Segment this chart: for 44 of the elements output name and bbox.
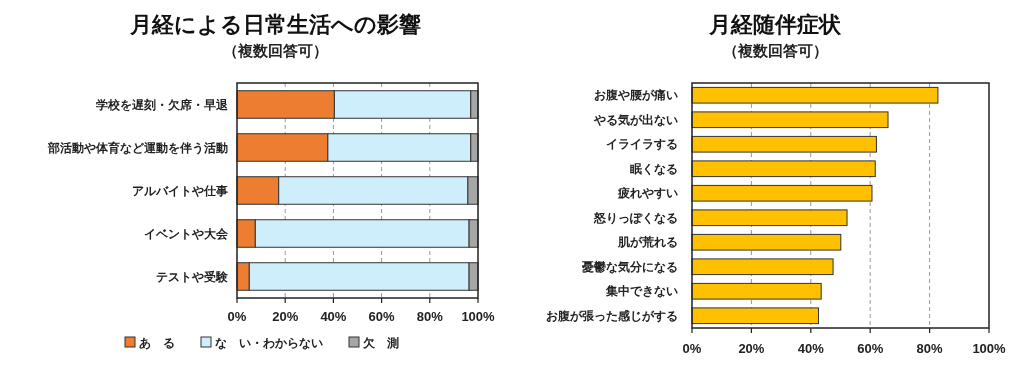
y-tick-label: 怒りっぽくなる: [593, 210, 678, 225]
bar: [691, 209, 848, 227]
y-tick-label: 憂鬱な気分になる: [581, 259, 678, 274]
x-tick-label: 20%: [272, 309, 299, 324]
bar: [691, 233, 842, 251]
legend-label: あ る: [139, 336, 175, 350]
x-tick-label: 20%: [738, 341, 765, 356]
y-tick-label: やる気が出ない: [593, 112, 678, 127]
legend-label: な い・わからない: [215, 336, 323, 350]
x-tick-label: 100%: [461, 309, 496, 324]
x-tick-label: 60%: [368, 309, 396, 324]
bar: [691, 307, 820, 325]
x-tick-label: 100%: [972, 341, 1007, 356]
y-tick-label: お腹が張った感じがする: [546, 308, 678, 323]
bar: [691, 258, 834, 276]
x-tick-label: 80%: [416, 309, 444, 324]
y-tick-label: イベントや大会: [144, 226, 229, 241]
chart-subtitle: （複数回答可）: [722, 42, 828, 59]
x-tick-label: 60%: [857, 341, 884, 356]
y-tick-label: アルバイトや仕事: [132, 183, 228, 198]
x-tick-label: 80%: [916, 341, 944, 356]
bar: [691, 86, 939, 104]
y-tick-label: イライラする: [606, 137, 678, 152]
bar: [691, 282, 822, 300]
y-tick-label: 集中できない: [605, 284, 678, 299]
y-tick-label: 学校を遅刻・欠席・早退: [96, 97, 229, 112]
x-tick-label: 0%: [227, 309, 247, 324]
y-tick-label: 眠くなる: [630, 161, 678, 176]
bar: [691, 160, 876, 178]
y-tick-label: 部活動や体育など運動を伴う活動: [47, 140, 228, 155]
bar: [691, 111, 889, 129]
legend-label: 欠 測: [362, 336, 399, 350]
chart-title: 月経による日常生活への影響: [128, 12, 421, 37]
y-tick-label: 疲れやすい: [617, 186, 678, 201]
x-tick-label: 40%: [797, 341, 825, 356]
bar: [691, 135, 877, 153]
y-tick-label: お腹や腰が痛い: [594, 88, 678, 103]
y-tick-label: 肌が荒れる: [617, 235, 678, 250]
y-tick-label: テストや受験: [156, 269, 229, 284]
x-tick-label: 0%: [682, 341, 702, 356]
bar: [691, 184, 873, 202]
x-tick-label: 40%: [320, 309, 347, 324]
chart-subtitle: （複数回答可）: [222, 42, 328, 59]
chart-title: 月経随伴症状: [708, 12, 842, 37]
